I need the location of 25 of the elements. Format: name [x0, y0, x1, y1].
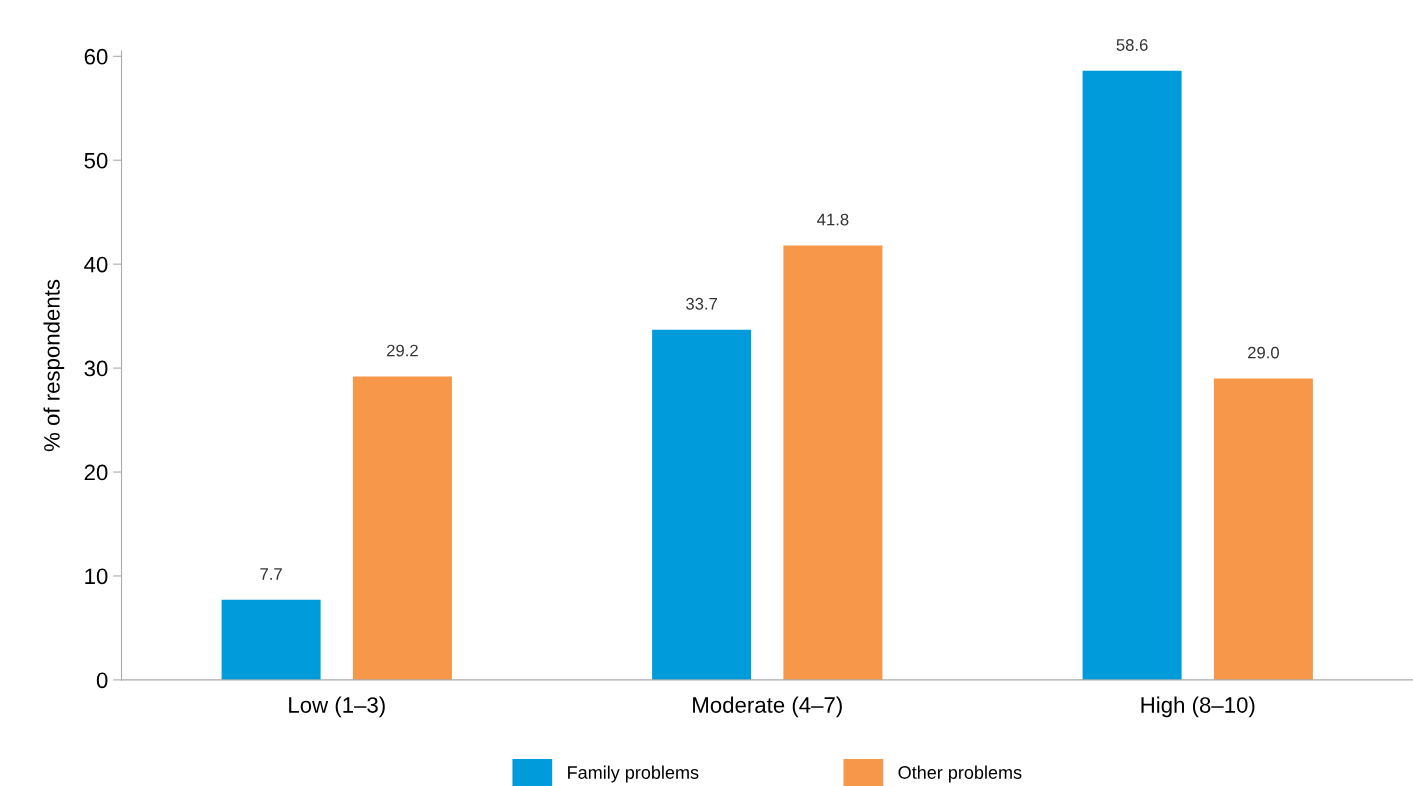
- y-tick-label: 30: [84, 360, 108, 377]
- y-tick-label: 20: [84, 464, 108, 481]
- bar: [783, 245, 883, 680]
- legend-label: Family problems: [568, 765, 699, 783]
- x-tick-label: High (8–10): [1141, 696, 1255, 718]
- data-label: 58.6: [1116, 39, 1148, 51]
- bar: [352, 376, 452, 680]
- y-tick-label: 10: [85, 568, 108, 585]
- data-label: 7.7: [260, 568, 282, 580]
- bar: [1082, 70, 1182, 680]
- y-tick-label: 0: [96, 672, 108, 689]
- data-label: 29.0: [1248, 346, 1279, 359]
- y-tick-label: 60: [84, 48, 108, 65]
- bar: [221, 599, 321, 680]
- data-label: 33.7: [686, 297, 717, 310]
- legend-label: Other problems: [898, 765, 1022, 783]
- x-tick-label: Low (1–3): [289, 696, 385, 718]
- data-label: 41.8: [817, 213, 849, 226]
- bar: [1213, 378, 1313, 680]
- data-label: 29.2: [387, 344, 418, 357]
- bar: [652, 329, 752, 680]
- x-tick-label: Moderate (4–7): [693, 696, 842, 718]
- y-tick-label: 40: [84, 256, 108, 273]
- y-axis-title: % of respondents: [43, 279, 65, 452]
- y-tick-label: 50: [84, 152, 108, 169]
